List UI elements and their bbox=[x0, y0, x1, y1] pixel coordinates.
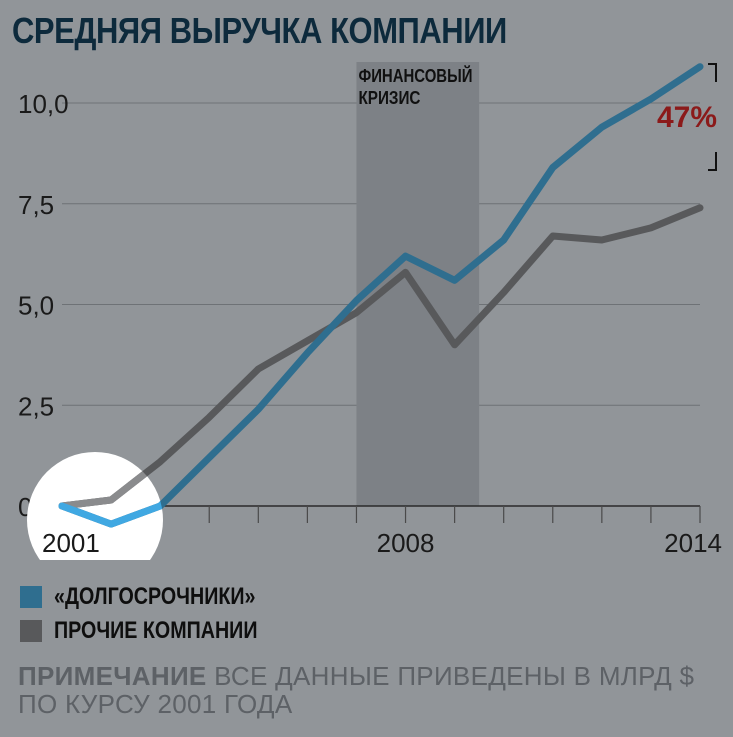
x-tick-label-2008: 2008 bbox=[377, 528, 435, 558]
legend-item-other: ПРОЧИЕ КОМПАНИИ bbox=[20, 617, 302, 645]
y-tick-label-1: 2,5 bbox=[18, 391, 54, 421]
difference-bracket bbox=[708, 63, 717, 171]
series-line-1 bbox=[58, 204, 704, 510]
footnote-head: ПРИМЕЧАНИЕ bbox=[18, 661, 207, 691]
x-tick-labels: 2001 2008 2014 bbox=[42, 528, 722, 558]
crisis-label: ФИНАНСОВЫЙ КРИЗИС bbox=[358, 65, 472, 108]
bracket-path bbox=[708, 63, 717, 171]
series-lines bbox=[58, 63, 704, 528]
highlight-circle bbox=[27, 452, 163, 560]
x-tick-label-2001: 2001 bbox=[42, 528, 100, 558]
legend-item-long-term: «ДОЛГОСРОЧНИКИ» bbox=[20, 583, 300, 611]
footnote-line2: ПО КУРСУ 2001 ГОДА bbox=[18, 689, 293, 719]
legend-swatch-long-term bbox=[20, 586, 42, 608]
footnote: ПРИМЕЧАНИЕ ВСЕ ДАННЫЕ ПРИВЕДЕНЫ В МЛРД $… bbox=[18, 662, 694, 718]
y-tick-label-4: 10,0 bbox=[18, 89, 69, 119]
line-chart: ФИНАНСОВЫЙ КРИЗИС 02,55,07,510,0 2001 200… bbox=[18, 62, 722, 560]
footnote-line1: ВСЕ ДАННЫЕ ПРИВЕДЕНЫ В МЛРД $ bbox=[214, 661, 695, 691]
y-tick-label-2: 5,0 bbox=[18, 291, 54, 321]
crisis-label-line1: ФИНАНСОВЫЙ bbox=[358, 65, 472, 86]
y-tick-label-3: 7,5 bbox=[18, 190, 54, 220]
x-tick-label-2014: 2014 bbox=[664, 528, 722, 558]
chart-title: СРЕДНЯЯ ВЫРУЧКА КОМПАНИИ bbox=[12, 10, 507, 51]
crisis-label-line2: КРИЗИС bbox=[358, 88, 420, 108]
legend-swatch-other bbox=[20, 620, 42, 642]
legend-label-long-term: «ДОЛГОСРОЧНИКИ» bbox=[54, 583, 256, 610]
legend-label-other: ПРОЧИЕ КОМПАНИИ bbox=[54, 617, 258, 644]
difference-annotation: 47% bbox=[657, 101, 717, 134]
y-tick-labels: 02,55,07,510,0 bbox=[18, 89, 69, 522]
series-line-0 bbox=[58, 63, 704, 528]
